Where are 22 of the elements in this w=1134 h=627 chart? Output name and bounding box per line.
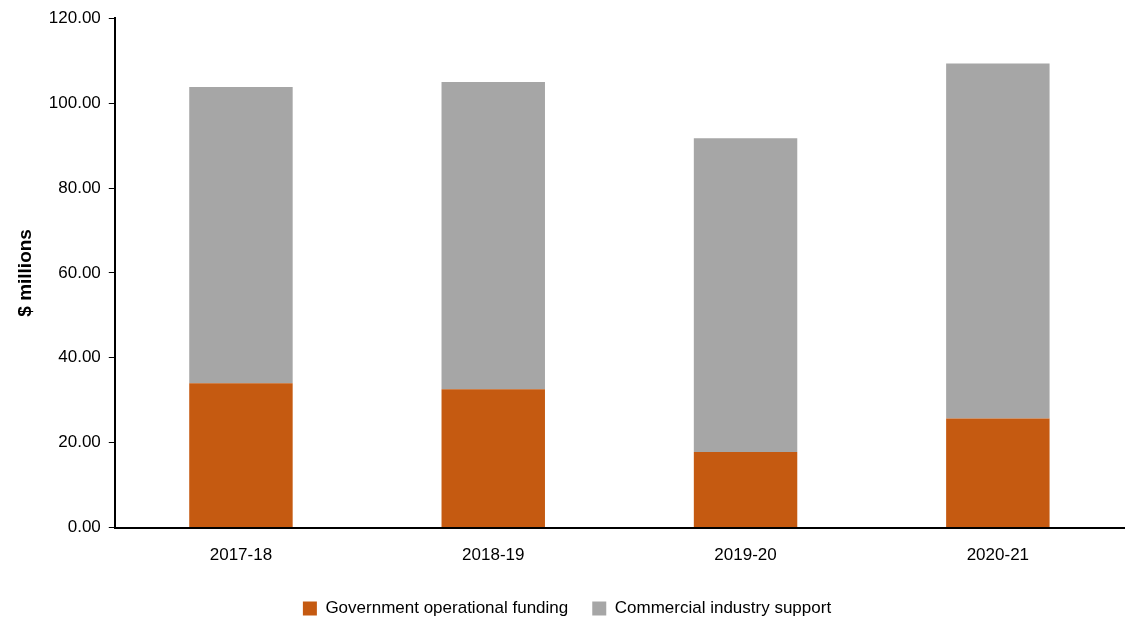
legend-label: Government operational funding xyxy=(325,598,569,618)
bar xyxy=(441,389,545,528)
y-axis-title: $ millions xyxy=(13,229,35,317)
bar xyxy=(189,383,293,528)
bar xyxy=(693,138,798,453)
y-tick-label: 0.00 xyxy=(67,517,101,537)
legend-label: Commercial industry support xyxy=(614,598,832,618)
bar xyxy=(441,81,545,390)
y-tick-label: 40.00 xyxy=(58,347,101,367)
y-tick-label: 60.00 xyxy=(58,262,101,282)
y-tick-label: 120.00 xyxy=(48,7,101,27)
y-tick-label: 20.00 xyxy=(58,432,101,452)
bar xyxy=(189,86,293,384)
bar xyxy=(946,63,1050,419)
bar xyxy=(946,418,1050,528)
y-tick-label: 100.00 xyxy=(48,92,101,112)
bar xyxy=(693,452,798,528)
x-tick-label: 2018-19 xyxy=(462,545,525,565)
x-tick-label: 2020-21 xyxy=(966,545,1030,565)
x-tick-label: 2019-20 xyxy=(714,545,777,565)
y-tick-label: 80.00 xyxy=(58,177,101,197)
x-tick-label: 2017-18 xyxy=(209,545,273,565)
